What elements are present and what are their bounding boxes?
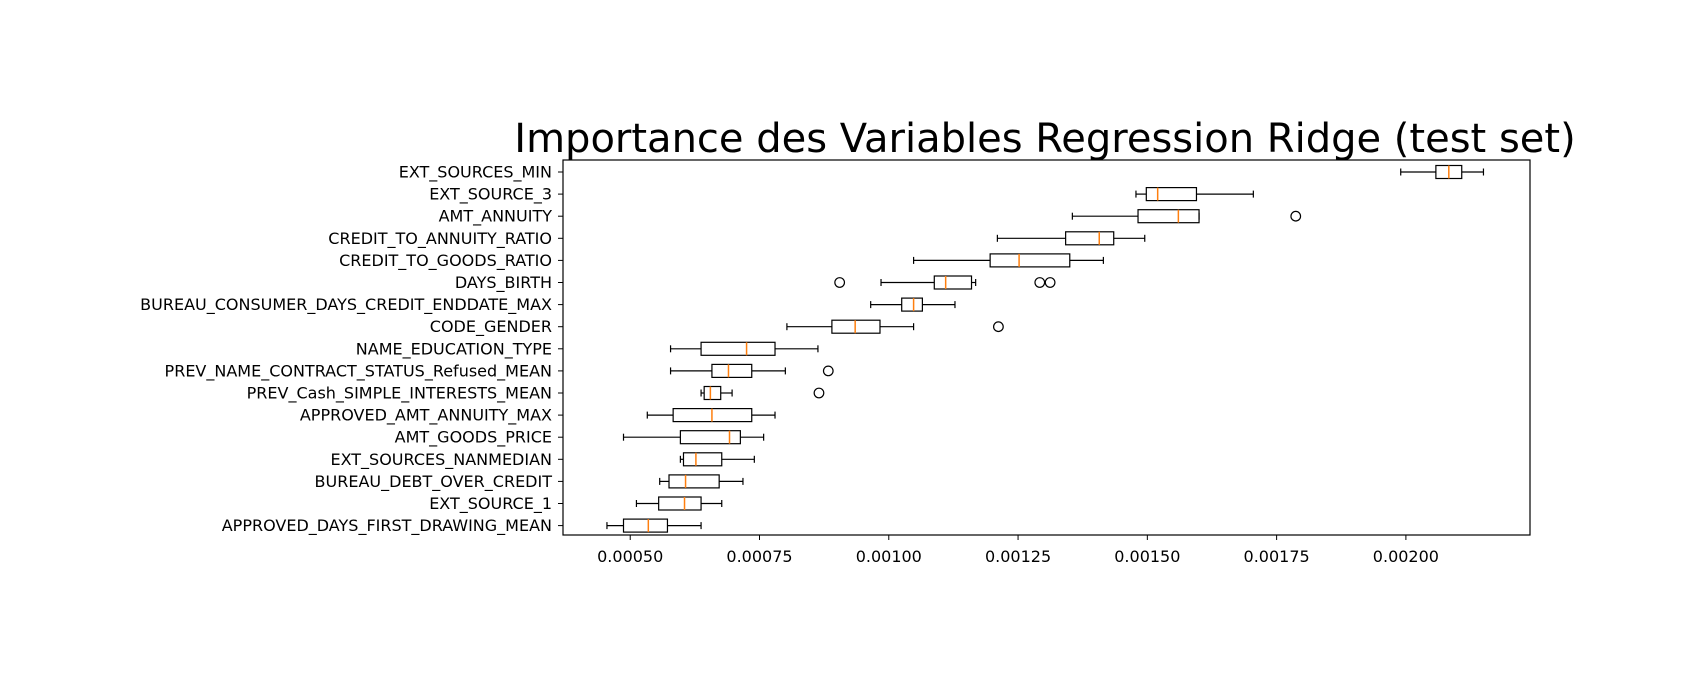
chart-title: Importance des Variables Regression Ridg… [514,116,1575,162]
box-iqr [1137,209,1200,224]
y-tick-label: EXT_SOURCES_MIN [399,163,552,183]
y-tick-label: NAME_EDUCATION_TYPE [356,339,552,359]
box-iqr [989,253,1071,268]
y-tick-label: BUREAU_CONSUMER_DAYS_CREDIT_ENDDATE_MAX [140,295,552,315]
box-series [606,164,1485,533]
box-iqr [901,297,923,312]
box-item [834,275,1056,290]
box-iqr [933,275,973,290]
box-flier [1044,277,1056,288]
box-item [996,231,1146,246]
box-flier [822,365,834,377]
box-iqr [831,319,881,334]
box-item [659,474,744,489]
x-axis: 0.00050 0.00075 0.00100 0.00125 0.00150 0.001… [597,535,1439,566]
x-tick-label: 0.00075 [726,547,792,566]
y-tick-label: APPROVED_DAYS_FIRST_DRAWING_MEAN [222,516,552,536]
box-item [870,297,956,312]
box-item [669,363,834,378]
box-iqr [679,430,741,445]
box-item [700,385,825,401]
box-iqr [700,341,776,356]
x-tick-label: 0.00150 [1114,547,1180,566]
x-tick-label: 0.00050 [597,547,663,566]
box-item [1400,164,1485,180]
box-item [622,430,765,445]
y-tick-label: PREV_NAME_CONTRACT_STATUS_Refused_MEAN [165,361,552,381]
y-tick-label: CODE_GENDER [430,317,552,337]
y-axis: EXT_SOURCES_MINEXT_SOURCE_3AMT_ANNUITYCR… [140,163,563,536]
box-iqr [1145,187,1198,202]
x-tick-label: 0.00100 [856,547,922,566]
box-iqr [1065,231,1115,246]
box-flier [993,321,1004,333]
box-iqr [658,496,702,511]
box-iqr [668,474,720,489]
box-item [1135,187,1254,202]
plot-area-frame [562,159,1531,536]
box-item [679,452,755,467]
box-flier [834,277,846,288]
x-tick-label: 0.00125 [985,547,1051,566]
box-item [913,253,1104,268]
y-tick-label: APPROVED_AMT_ANNUITY_MAX [300,406,552,426]
x-tick-label: 0.00175 [1244,547,1310,566]
box-flier [1290,210,1302,222]
box-iqr [622,518,669,533]
y-tick-label: AMT_GOODS_PRICE [395,428,552,448]
box-item [606,518,702,533]
box-item [635,496,723,511]
box-item [786,319,1004,334]
y-tick-label: EXT_SOURCE_3 [429,185,552,205]
box-item [1071,209,1302,224]
box-iqr [703,385,722,401]
box-iqr [682,452,723,467]
y-tick-label: AMT_ANNUITY [439,207,553,227]
box-flier [813,387,825,399]
x-tick-label: 0.00200 [1373,547,1439,566]
box-flier [1034,277,1046,288]
y-tick-label: BUREAU_DEBT_OVER_CREDIT [315,472,553,492]
box-item [646,408,776,423]
y-tick-label: PREV_Cash_SIMPLE_INTERESTS_MEAN [247,384,552,404]
y-tick-label: DAYS_BIRTH [455,273,552,293]
y-tick-label: EXT_SOURCE_1 [429,494,552,514]
y-tick-label: CREDIT_TO_ANNUITY_RATIO [328,229,552,249]
y-tick-label: CREDIT_TO_GOODS_RATIO [339,251,552,271]
box-iqr [711,363,753,378]
y-tick-label: EXT_SOURCES_NANMEDIAN [330,450,552,470]
box-item [669,341,819,356]
